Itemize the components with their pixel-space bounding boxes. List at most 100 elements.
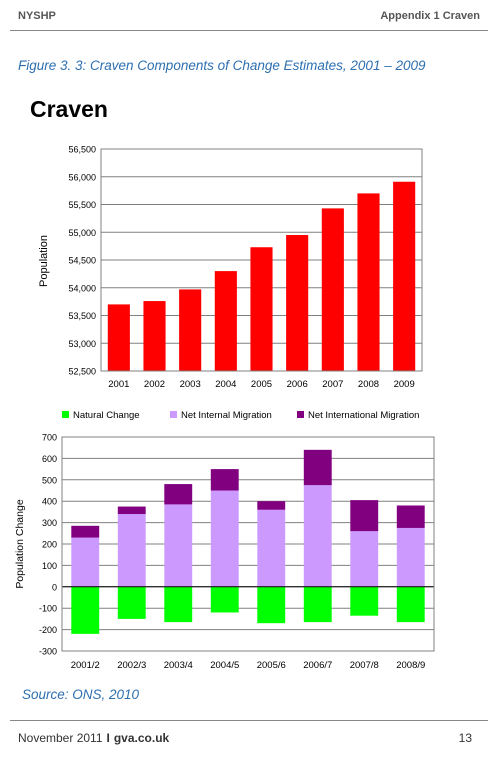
chart2-x-tick-label: 2004/5 [210,660,239,671]
chart2-bar-segment [396,527,425,587]
chart2-x-tick-label: 2007/8 [350,660,379,671]
chart1-bar [393,181,416,371]
chart1-bar [143,301,166,371]
chart1-bar [286,235,309,371]
chart2-y-tick-label: -200 [39,625,57,635]
chart1-y-tick-label: 56,000 [68,172,96,182]
chart1-x-tick-label: 2002 [144,379,165,390]
chart1-y-tick-label: 55,500 [68,200,96,210]
chart2-bar-segment [164,586,193,623]
page-number: 13 [458,731,472,745]
chart1-y-tick-label: 55,000 [68,228,96,238]
chart2-x-tick-label: 2005/6 [257,660,286,671]
chart1-bar [250,247,273,371]
chart2-legend-swatch [62,411,69,418]
footer-site: gva.co.uk [113,731,170,745]
footer-rule [10,720,488,721]
chart1-y-tick-labels: 52,500 53,000 53,500 54,000 54,500 55,000 55,5… [68,145,96,377]
header-right: Appendix 1 Craven [380,10,480,22]
chart1-x-tick-label: 2009 [394,379,415,390]
chart1-y-tick-label: 53,500 [68,311,96,321]
chart1-bar [321,208,344,371]
chart2-bar-segment [164,504,193,587]
chart2-bar-segment [71,525,100,538]
chart2-y-tick-label: 400 [42,497,57,507]
figure-caption: Figure 3. 3: Craven Components of Change… [18,58,426,73]
chart2-y-tick-label: 300 [42,518,57,528]
chart-title: Craven [30,96,108,122]
chart2-bar-segment [164,484,193,505]
chart2-y-tick-labels: -300 -200 -100 0 100 200 300 400 500 600 700 [39,433,57,657]
chart1-y-tick-label: 54,500 [68,256,96,266]
chart2-legend-swatch [170,411,177,418]
chart2-legend-label: Net International Migration [308,410,419,421]
header-rule [10,30,488,31]
chart2-legend: Natural Change Net Internal Migration Net … [62,410,419,421]
chart2-legend-swatch [297,411,304,418]
components-of-change-chart: Natural Change Net Internal Migration Net … [14,410,435,671]
chart2-bar-segment [210,469,239,491]
chart1-y-tick-label: 56,500 [68,145,96,155]
chart2-plot-frame [61,436,435,652]
chart2-bar-segment [396,505,425,528]
chart2-bar-segment [210,490,239,587]
chart2-x-tick-label: 2003/4 [164,660,193,671]
chart2-x-tick-label: 2008/9 [396,660,425,671]
chart2-bar-segment [303,449,332,486]
chart2-bar-segment [396,586,425,623]
chart1-bars [107,181,416,371]
chart2-bars [71,449,425,634]
chart1-x-tick-label: 2005 [251,379,272,390]
chart1-x-tick-label: 2008 [358,379,379,390]
chart2-bar-segment [350,500,379,532]
chart1-x-tick-label: 2006 [287,379,308,390]
chart2-y-tick-label: 500 [42,475,57,485]
footer-separator: I [106,731,110,745]
chart1-x-tick-label: 2004 [215,379,236,390]
chart2-legend-label: Net Internal Migration [181,410,272,421]
chart1-x-tick-label: 2001 [108,379,129,390]
chart2-y-tick-label: 0 [52,582,57,592]
footer-date: November 2011 [18,731,103,745]
chart1-plot-frame [100,148,423,372]
chart2-bar-segment [117,586,146,619]
chart2-bar-segment [210,586,239,613]
chart2-x-tick-labels: 2001/2 2002/3 2003/4 2004/5 2005/6 2006/7 2007… [71,660,426,671]
chart2-legend-label: Natural Change [73,410,140,421]
chart2-y-axis-label: Population Change [14,499,26,588]
chart2-bar-segment [303,485,332,587]
chart2-bar-segment [303,586,332,623]
chart2-bar-segment [117,506,146,515]
chart2-bar-segment [257,501,286,510]
chart2-y-tick-label: 100 [42,561,57,571]
chart1-bar [357,193,380,371]
chart2-y-tick-label: -100 [39,604,57,614]
chart1-y-axis-label: Population [38,235,50,287]
chart1-bar [179,289,202,371]
chart2-bar-segment [71,586,100,634]
chart1-y-tick-label: 52,500 [68,367,96,377]
source-note: Source: ONS, 2010 [22,687,140,702]
chart2-bar-segment [71,537,100,587]
chart2-bar-segment [117,514,146,587]
chart2-bar-segment [350,586,379,616]
chart2-bar-segment [257,509,286,587]
chart1-bar [214,271,237,371]
chart2-y-tick-label: -300 [39,647,57,657]
chart1-y-tick-label: 54,000 [68,283,96,293]
population-bar-chart: 52,500 53,000 53,500 54,000 54,500 55,000 55,5… [38,145,423,390]
header-left: NYSHP [18,10,56,22]
chart2-bar-segment [350,531,379,587]
chart1-x-tick-labels: 2001 2002 2003 2004 2005 2006 2007 2008 2009 [108,379,414,390]
chart1-y-tick-label: 53,000 [68,339,96,349]
chart2-y-tick-label: 600 [42,454,57,464]
chart2-y-tick-label: 700 [42,433,57,443]
chart2-y-tick-label: 200 [42,540,57,550]
chart1-x-tick-label: 2007 [322,379,343,390]
chart2-x-tick-label: 2001/2 [71,660,100,671]
chart2-bar-segment [257,586,286,624]
chart2-x-tick-label: 2006/7 [303,660,332,671]
chart1-x-tick-label: 2003 [180,379,201,390]
chart2-x-tick-label: 2002/3 [117,660,146,671]
